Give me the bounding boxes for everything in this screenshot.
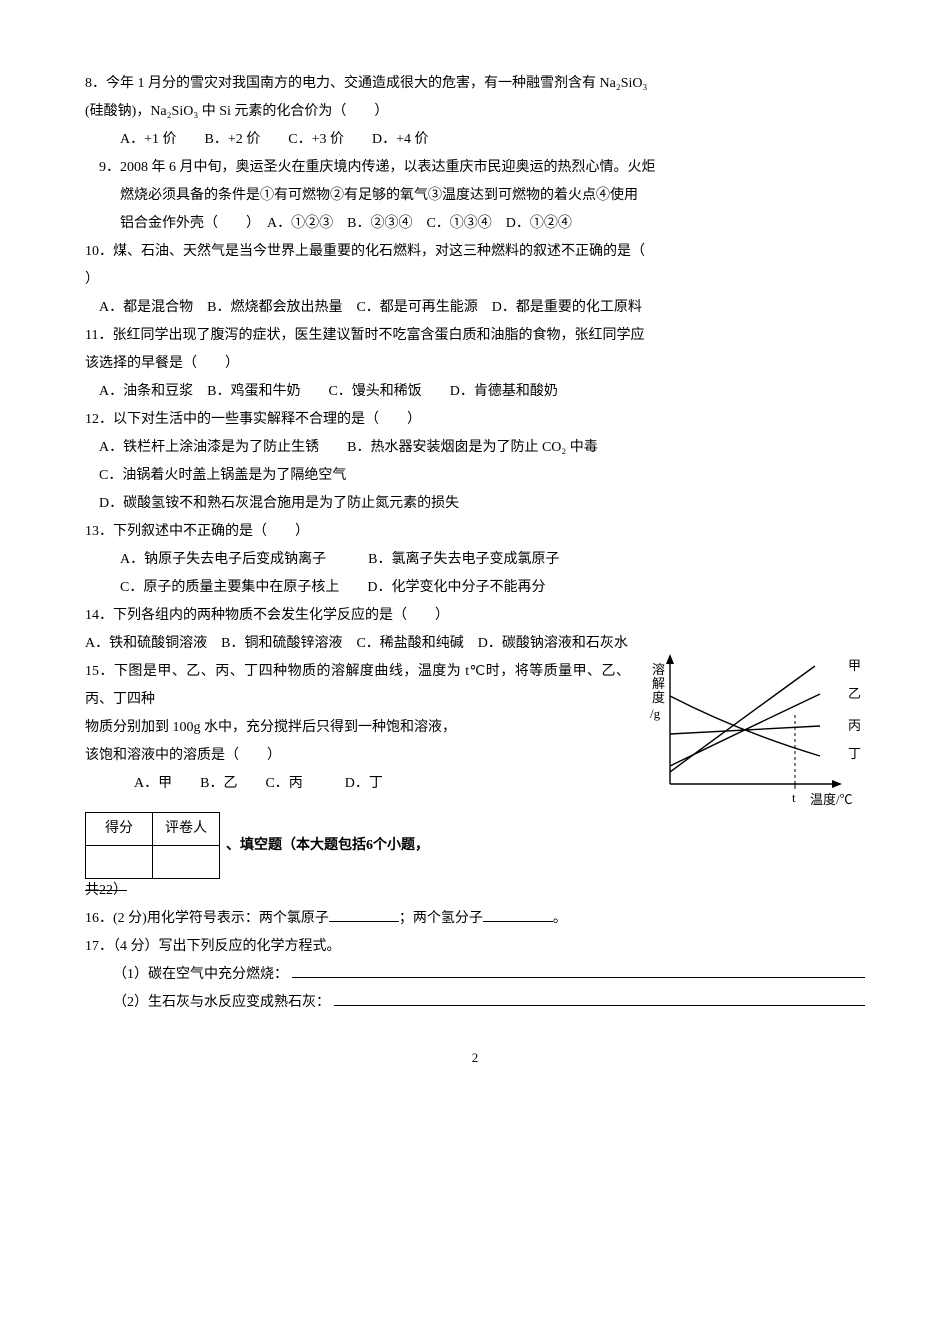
q8-line2: (硅酸钠)，Na₂SiO₃ 中 Si 元素的化合价为（ ） bbox=[85, 98, 865, 126]
q13-ab: A．钠原子失去电子后变成钠离子 B．氯离子失去电子变成氯原子 bbox=[85, 546, 865, 574]
q9-line2: 燃烧必须具备的条件是①有可燃物②有足够的氧气③温度达到可燃物的着火点④使用 bbox=[85, 182, 865, 210]
q17-head: 17．（4 分）写出下列反应的化学方程式。 bbox=[85, 933, 865, 961]
score-header: 得分 bbox=[86, 813, 153, 846]
q16-blank1 bbox=[329, 907, 399, 922]
svg-text:甲: 甲 bbox=[848, 658, 861, 673]
q17-s1-blank bbox=[292, 963, 865, 978]
svg-text:丙: 丙 bbox=[848, 718, 861, 733]
q10-line2: ） bbox=[85, 266, 865, 294]
page-number: 2 bbox=[85, 1045, 865, 1071]
svg-text:度: 度 bbox=[652, 690, 665, 705]
svg-text:/g: /g bbox=[650, 706, 661, 721]
q16-pre: 16．(2 分)用化学符号表示：两个氯原子 bbox=[85, 911, 329, 926]
q12-a: A．铁栏杆上涂油漆是为了防止生锈 B．热水器安装烟囱是为了防止 CO₂ 中毒 bbox=[85, 434, 865, 462]
q12-c: C．油锅着火时盖上锅盖是为了隔绝空气 bbox=[85, 462, 865, 490]
q9-line3: 铝合金作外壳（ ） A．①②③ B．②③④ C．①③④ D．①②④ bbox=[85, 210, 865, 238]
q13-line1: 13．下列叙述中不正确的是（ ） bbox=[85, 518, 865, 546]
q16-end: 。 bbox=[553, 911, 567, 926]
score-table: 得分 评卷人 bbox=[85, 812, 220, 879]
q12-d: D．碳酸氢铵不和熟石灰混合施用是为了防止氮元素的损失 bbox=[85, 490, 865, 518]
q8-line1: 8．今年 1 月分的雪灾对我国南方的电力、交通造成很大的危害，有一种融雪剂含有 … bbox=[85, 70, 865, 98]
q8-options: A．+1 价 B．+2 价 C．+3 价 D．+4 价 bbox=[85, 126, 865, 154]
q14-line1: 14．下列各组内的两种物质不会发生化学反应的是（ ） bbox=[85, 602, 865, 630]
q17-s1-label: （1）碳在空气中充分燃烧： bbox=[113, 961, 288, 989]
svg-text:丁: 丁 bbox=[848, 746, 861, 761]
grader-header: 评卷人 bbox=[153, 813, 220, 846]
q12-line1: 12．以下对生活中的一些事实解释不合理的是（ ） bbox=[85, 406, 865, 434]
q16: 16．(2 分)用化学符号表示：两个氯原子 ；两个氢分子 。 bbox=[85, 905, 865, 933]
svg-text:溶: 溶 bbox=[652, 662, 665, 677]
svg-text:解: 解 bbox=[652, 676, 665, 691]
q17-s2-label: （2）生石灰与水反应变成熟石灰： bbox=[113, 989, 330, 1017]
svg-text:t: t bbox=[792, 790, 796, 805]
section2-title: 、填空题（本大题包括6个小题， bbox=[226, 832, 429, 860]
solubility-chart: 溶解度/g 甲乙丙丁 t 温度/℃ bbox=[640, 654, 865, 830]
svg-text:乙: 乙 bbox=[848, 686, 861, 701]
q16-mid: ；两个氢分子 bbox=[399, 911, 483, 926]
q13-cd: C．原子的质量主要集中在原子核上 D．化学变化中分子不能再分 bbox=[85, 574, 865, 602]
q16-blank2 bbox=[483, 907, 553, 922]
score-cell bbox=[86, 846, 153, 879]
grader-cell bbox=[153, 846, 220, 879]
q10-line1: 10．煤、石油、天然气是当今世界上最重要的化石燃料，对这三种燃料的叙述不正确的是… bbox=[85, 238, 865, 266]
q9-line1: 9．2008 年 6 月中旬，奥运圣火在重庆境内传递，以表达重庆市民迎奥运的热烈… bbox=[85, 154, 865, 182]
q17-sub2: （2）生石灰与水反应变成熟石灰： bbox=[85, 989, 865, 1017]
q10-options: A．都是混合物 B．燃烧都会放出热量 C．都是可再生能源 D．都是重要的化工原料 bbox=[85, 294, 865, 322]
section2-tail: 共22） bbox=[85, 877, 865, 905]
q11-line2: 该选择的早餐是（ ） bbox=[85, 350, 865, 378]
q17-s2-blank bbox=[334, 991, 865, 1006]
q17-sub1: （1）碳在空气中充分燃烧： bbox=[85, 961, 865, 989]
q11-line1: 11．张红同学出现了腹泻的症状，医生建议暂时不吃富含蛋白质和油脂的食物，张红同学… bbox=[85, 322, 865, 350]
q11-options: A．油条和豆浆 B．鸡蛋和牛奶 C．馒头和稀饭 D．肯德基和酸奶 bbox=[85, 378, 865, 406]
svg-text:温度/℃: 温度/℃ bbox=[810, 792, 853, 807]
